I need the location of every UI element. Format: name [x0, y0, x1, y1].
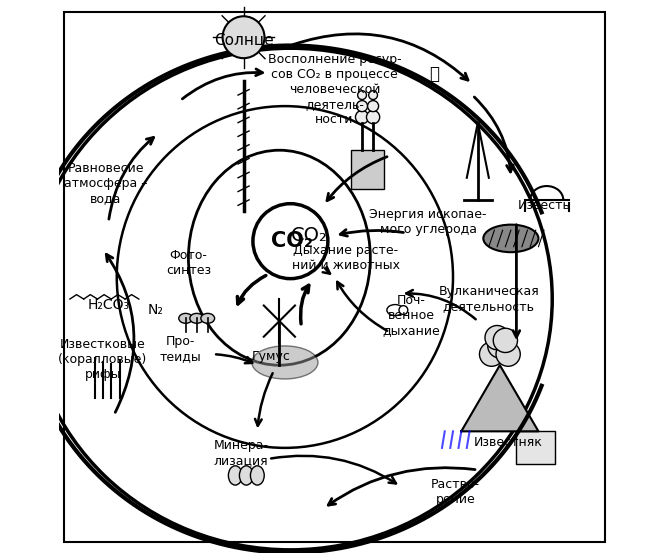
- Polygon shape: [462, 365, 539, 432]
- Ellipse shape: [228, 466, 242, 485]
- Ellipse shape: [252, 346, 318, 379]
- Circle shape: [496, 342, 520, 366]
- Text: H₂CO₃: H₂CO₃: [88, 297, 130, 311]
- Text: Равновесие
атмосфера –
вода: Равновесие атмосфера – вода: [64, 162, 147, 205]
- Circle shape: [253, 204, 328, 279]
- Circle shape: [485, 326, 509, 350]
- Circle shape: [488, 334, 512, 358]
- Ellipse shape: [179, 314, 193, 324]
- Text: N₂: N₂: [147, 303, 163, 317]
- Text: Про-
теиды: Про- теиды: [159, 335, 201, 363]
- Text: Солнце: Солнце: [213, 33, 274, 48]
- Text: Минера-
лизация: Минера- лизация: [213, 439, 268, 468]
- Circle shape: [369, 91, 377, 100]
- Text: Гумус: Гумус: [252, 351, 290, 363]
- Text: Фото-
синтез: Фото- синтез: [166, 249, 211, 277]
- Ellipse shape: [387, 305, 403, 316]
- Text: Известковые
(коралловые)
рифы: Известковые (коралловые) рифы: [58, 338, 148, 381]
- Text: Известняк: Известняк: [474, 436, 543, 449]
- Ellipse shape: [483, 224, 539, 252]
- Text: Энергия ископае-
мого углерода: Энергия ископае- мого углерода: [369, 208, 487, 236]
- Text: 🚗: 🚗: [429, 65, 439, 83]
- Ellipse shape: [250, 466, 264, 485]
- Circle shape: [223, 16, 264, 58]
- Circle shape: [399, 306, 408, 315]
- Circle shape: [358, 91, 367, 100]
- Circle shape: [367, 111, 380, 124]
- Text: Известь: Известь: [518, 199, 571, 212]
- Ellipse shape: [240, 466, 253, 485]
- Text: Вулканическая
деятельность: Вулканическая деятельность: [438, 285, 539, 313]
- Circle shape: [367, 101, 379, 112]
- Polygon shape: [516, 432, 555, 464]
- Text: Дыхание расте-
ний и животных: Дыхание расте- ний и животных: [292, 244, 399, 271]
- Circle shape: [357, 101, 367, 112]
- Circle shape: [480, 342, 504, 366]
- Ellipse shape: [201, 314, 215, 324]
- Text: Раство-
рение: Раство- рение: [432, 478, 480, 506]
- Text: CO₂: CO₂: [271, 231, 313, 251]
- FancyBboxPatch shape: [351, 150, 384, 189]
- Circle shape: [355, 111, 369, 124]
- Text: Восполнение ресур-
сов CO₂ в процессе
человеческой
деятель-
ности: Восполнение ресур- сов CO₂ в процессе че…: [268, 53, 401, 126]
- Text: Поч-
венное
дыхание: Поч- венное дыхание: [383, 294, 441, 337]
- FancyBboxPatch shape: [64, 12, 605, 542]
- Text: CO₂: CO₂: [291, 226, 328, 245]
- Ellipse shape: [190, 314, 203, 324]
- Circle shape: [493, 329, 518, 352]
